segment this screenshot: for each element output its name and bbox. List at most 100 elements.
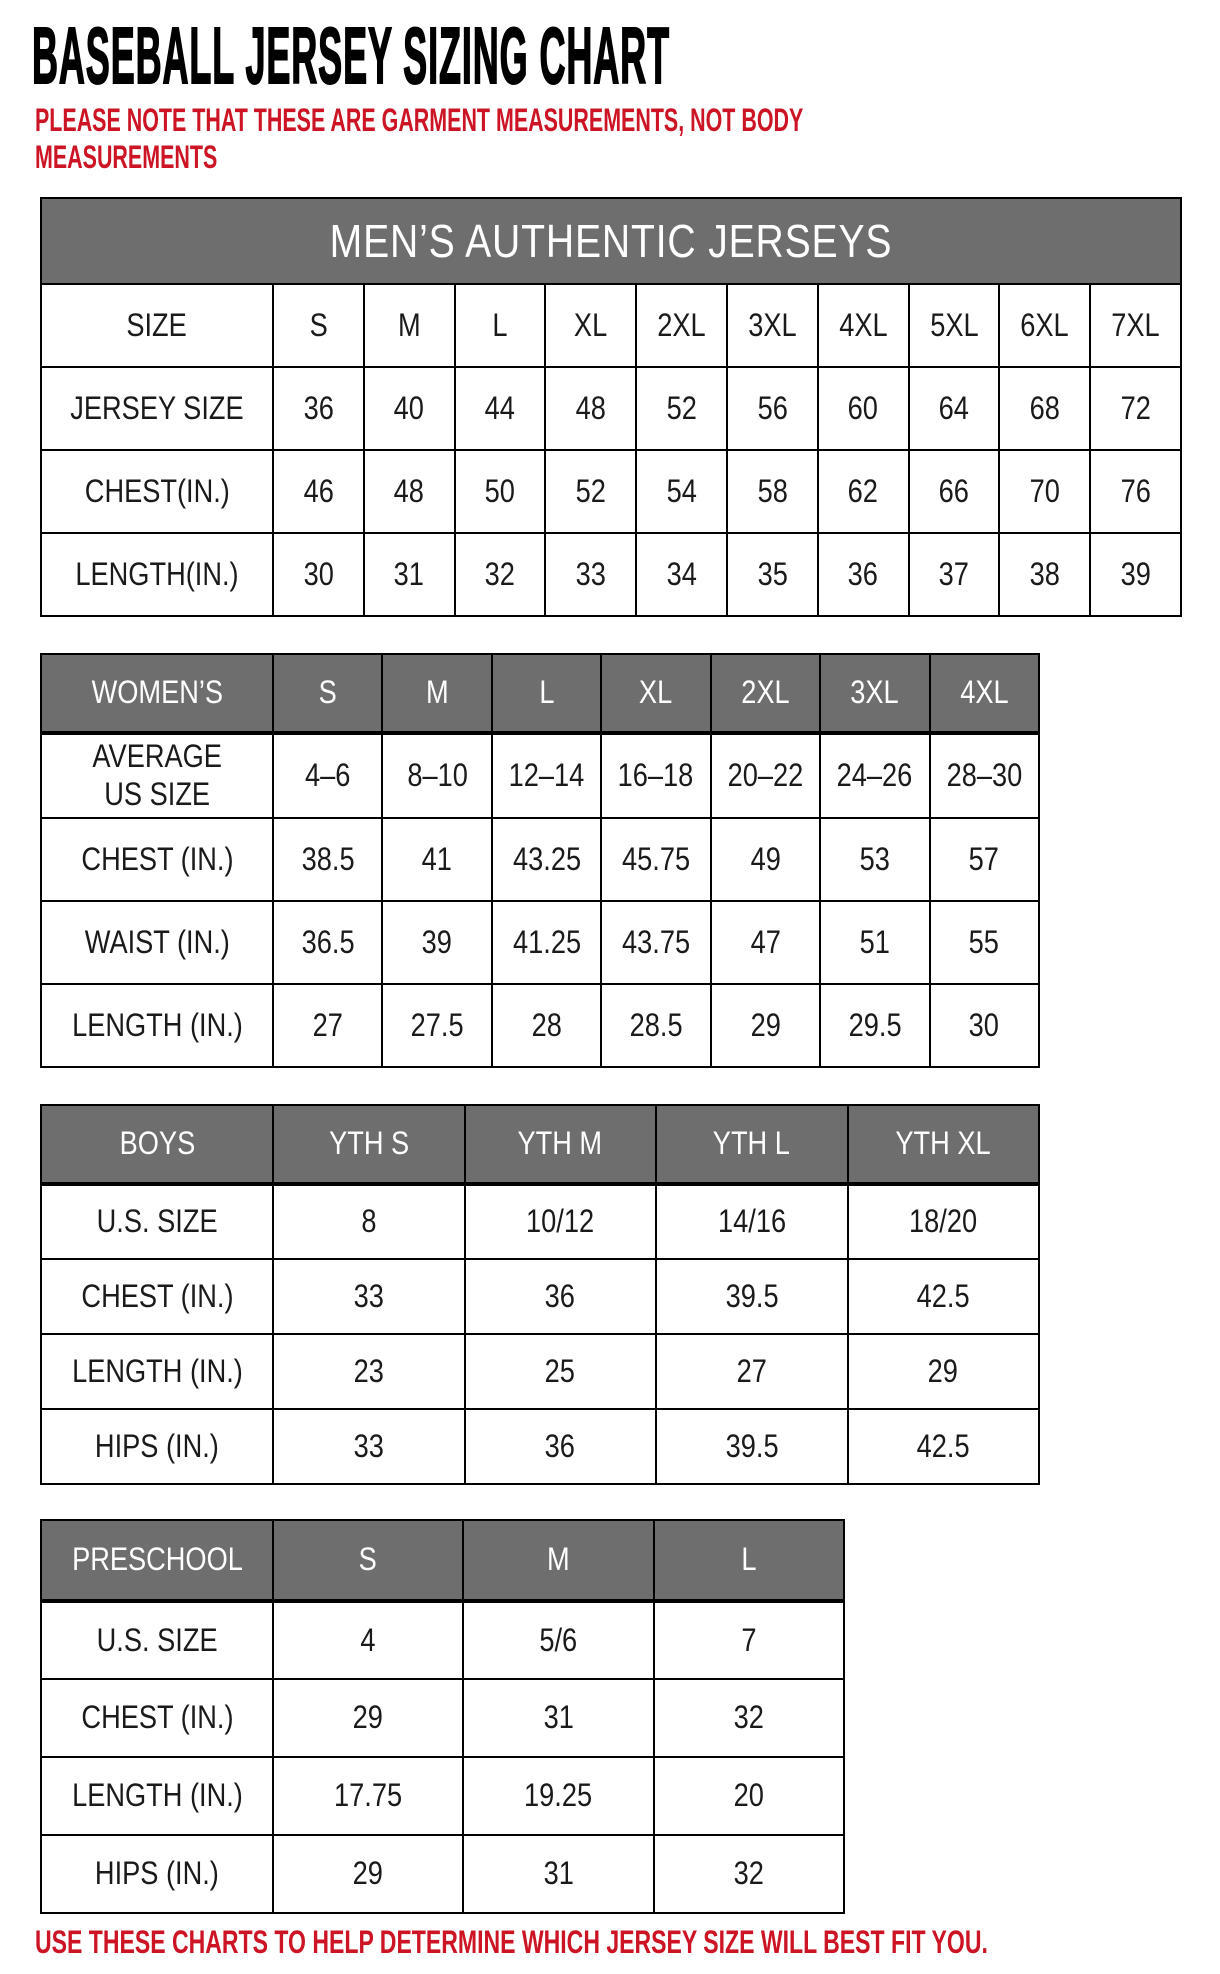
boys-row-label-text: CHEST (IN.) bbox=[80, 1277, 234, 1314]
women-cell-text: 8–10 bbox=[406, 757, 468, 794]
women-cell: 43.75 bbox=[600, 900, 712, 985]
boys-cell: 29 bbox=[846, 1333, 1040, 1410]
preschool-cell: 5/6 bbox=[462, 1600, 655, 1680]
boys-header-cell-text: YTH M bbox=[517, 1125, 603, 1162]
preschool-row-label-text: HIPS (IN.) bbox=[95, 1855, 219, 1892]
men-header-cell: 4XL bbox=[816, 283, 910, 368]
women-cell: 8–10 bbox=[381, 732, 493, 819]
women-cell-text: 16–18 bbox=[618, 757, 694, 794]
boys-header-cell-text: YTH L bbox=[713, 1125, 791, 1162]
men-cell-text: 60 bbox=[848, 389, 879, 426]
men-header-cell: 7XL bbox=[1089, 283, 1182, 368]
boys-cell: 18/20 bbox=[846, 1183, 1040, 1260]
men-cell-text: 72 bbox=[1120, 389, 1151, 426]
men-cell-text: 48 bbox=[394, 472, 425, 509]
boys-cell: 10/12 bbox=[463, 1183, 657, 1260]
preschool-header-label: PRESCHOOL bbox=[40, 1519, 274, 1603]
men-header-label: SIZE bbox=[40, 283, 274, 368]
women-cell: 20–22 bbox=[709, 732, 822, 819]
preschool-cell-text: 5/6 bbox=[539, 1621, 578, 1658]
men-cell-text: 52 bbox=[575, 472, 606, 509]
men-header-cell-text: L bbox=[492, 306, 508, 343]
women-cell-text: 41.25 bbox=[512, 923, 581, 960]
boys-cell: 42.5 bbox=[846, 1258, 1040, 1335]
men-cell: 66 bbox=[907, 449, 1001, 534]
women-cell-text: 28–30 bbox=[946, 757, 1023, 794]
men-cell-text: 36 bbox=[848, 555, 879, 592]
men-header-cell: 3XL bbox=[725, 283, 819, 368]
women-cell: 24–26 bbox=[819, 732, 931, 819]
preschool-row-label-text: U.S. SIZE bbox=[96, 1621, 218, 1658]
men-cell-text: 44 bbox=[484, 389, 516, 426]
women-cell: 4–6 bbox=[271, 732, 384, 819]
men-header-cell: 2XL bbox=[635, 283, 728, 368]
boys-cell-text: 36 bbox=[545, 1427, 576, 1464]
men-cell-text: 54 bbox=[666, 472, 697, 509]
women-row-label-text: LENGTH (IN.) bbox=[71, 1006, 243, 1043]
preschool-cell: 20 bbox=[652, 1756, 846, 1836]
preschool-header-cell-text: S bbox=[359, 1541, 378, 1578]
preschool-sizing-table: PRESCHOOL S M L U.S. SIZE 4 5/6 7 CHEST (IN.) 29 3… bbox=[40, 1519, 846, 1914]
men-cell-text: 76 bbox=[1120, 472, 1151, 509]
boys-cell-text: 18/20 bbox=[909, 1203, 978, 1240]
men-cell: 62 bbox=[816, 449, 910, 534]
women-cell-text: 20–22 bbox=[727, 757, 804, 794]
men-cell: 40 bbox=[362, 366, 456, 451]
women-cell: 29 bbox=[709, 983, 822, 1068]
boys-cell: 36 bbox=[463, 1408, 657, 1485]
women-header-cell-text: 4XL bbox=[960, 674, 1009, 711]
women-row-label-text: CHEST (IN.) bbox=[80, 840, 234, 877]
boys-row-label: U.S. SIZE bbox=[40, 1183, 274, 1260]
garment-measurements-note: PLEASE NOTE THAT THESE ARE GARMENT MEASU… bbox=[35, 102, 804, 175]
men-header-cell-text: 7XL bbox=[1111, 306, 1160, 343]
boys-cell: 42.5 bbox=[846, 1408, 1040, 1485]
women-cell: 41.25 bbox=[490, 900, 603, 985]
women-cell-text: 53 bbox=[859, 840, 890, 877]
women-cell: 28 bbox=[490, 983, 603, 1068]
men-header-cell-text: XL bbox=[574, 306, 608, 343]
women-cell-text: 27 bbox=[312, 1006, 343, 1043]
boys-cell: 36 bbox=[463, 1258, 657, 1335]
women-header-cell: M bbox=[381, 653, 493, 735]
boys-row-label-text: HIPS (IN.) bbox=[95, 1427, 219, 1464]
women-cell: 51 bbox=[819, 900, 931, 985]
preschool-header-cell-text: M bbox=[547, 1541, 570, 1578]
boys-header-cell: YTH M bbox=[463, 1104, 657, 1186]
men-header-cell: L bbox=[453, 283, 547, 368]
women-cell: 30 bbox=[928, 983, 1041, 1068]
men-cell-text: 52 bbox=[666, 389, 697, 426]
women-cell-text: 27.5 bbox=[410, 1006, 464, 1043]
men-cell: 48 bbox=[362, 449, 456, 534]
boys-cell-text: 33 bbox=[353, 1427, 384, 1464]
women-cell-text: 36.5 bbox=[301, 923, 355, 960]
boys-cell-text: 14/16 bbox=[717, 1203, 786, 1240]
boys-cell: 39.5 bbox=[655, 1258, 849, 1335]
women-cell: 27 bbox=[271, 983, 384, 1068]
men-cell-text: 56 bbox=[757, 389, 788, 426]
preschool-cell: 4 bbox=[271, 1600, 465, 1680]
boys-cell-text: 36 bbox=[545, 1277, 576, 1314]
boys-row-label-text: LENGTH (IN.) bbox=[71, 1352, 243, 1389]
women-cell: 55 bbox=[928, 900, 1041, 985]
men-cell: 60 bbox=[816, 366, 910, 451]
men-header-cell: M bbox=[362, 283, 456, 368]
women-header-cell: XL bbox=[600, 653, 712, 735]
women-cell-text: 4–6 bbox=[305, 757, 351, 794]
women-row-label-text: AVERAGE US SIZE bbox=[92, 738, 222, 812]
boys-cell-text: 29 bbox=[928, 1352, 959, 1389]
preschool-row-label-text: LENGTH (IN.) bbox=[71, 1777, 243, 1814]
preschool-cell: 31 bbox=[462, 1678, 655, 1758]
men-banner-text: MEN’S AUTHENTIC JERSEYS bbox=[329, 214, 893, 267]
men-row-label-text: JERSEY SIZE bbox=[70, 389, 244, 426]
women-header-cell-text: XL bbox=[639, 674, 673, 711]
men-cell-text: 58 bbox=[757, 472, 788, 509]
women-cell: 12–14 bbox=[490, 732, 603, 819]
men-cell-text: 70 bbox=[1029, 472, 1060, 509]
preschool-row-label: HIPS (IN.) bbox=[40, 1834, 274, 1914]
women-cell-text: 12–14 bbox=[508, 757, 585, 794]
preschool-header-cell-text: L bbox=[741, 1541, 757, 1578]
boys-header-cell: YTH S bbox=[272, 1104, 466, 1186]
women-cell: 41 bbox=[381, 817, 493, 902]
men-cell-text: 32 bbox=[484, 555, 516, 592]
